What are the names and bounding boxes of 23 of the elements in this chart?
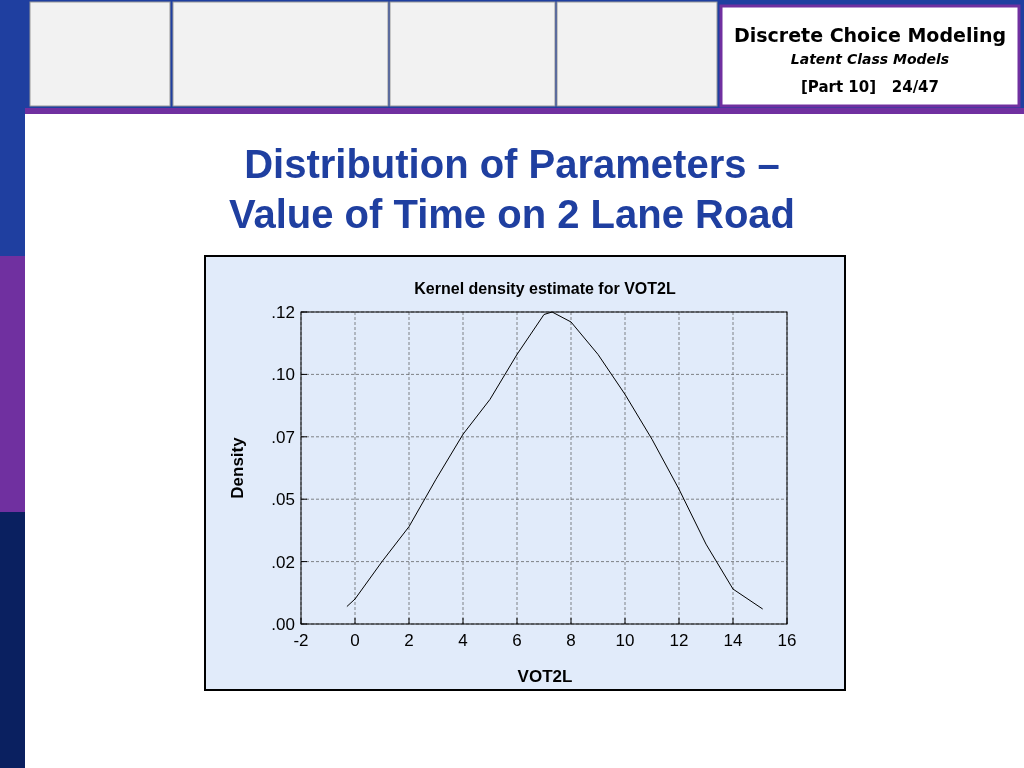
x-tick-label: 14 xyxy=(723,631,743,650)
x-tick-label: 16 xyxy=(777,631,797,650)
x-tick-label: 2 xyxy=(404,631,414,650)
chart-subtitle: Kernel density estimate for VOT2L xyxy=(414,280,676,297)
y-tick-label: .07 xyxy=(271,427,295,447)
x-tick-label: 0 xyxy=(350,631,360,650)
x-tick-label: 4 xyxy=(458,631,468,650)
y-tick-label: .02 xyxy=(271,552,295,572)
text: Latent Class Models xyxy=(790,51,950,67)
y-tick-label: .12 xyxy=(271,303,295,322)
x-tick-label: -2 xyxy=(293,631,309,650)
y-tick-label: .00 xyxy=(271,615,295,634)
text: Discrete Choice Modeling xyxy=(733,24,1007,46)
x-tick-label: 6 xyxy=(512,631,522,650)
x-tick-label: 10 xyxy=(615,631,635,650)
x-axis-title: VOT2L xyxy=(517,667,573,686)
y-tick-label: .05 xyxy=(271,490,295,510)
y-axis-title: Density xyxy=(228,436,247,499)
x-tick-label: 12 xyxy=(669,631,689,650)
text: [Part 10] 24/47 xyxy=(801,78,939,96)
chart-title: Distribution of Parameters – Value of Time on 2 Lane Road xyxy=(228,142,796,236)
y-tick-label: .10 xyxy=(271,365,295,385)
x-tick-label: 8 xyxy=(566,631,576,650)
